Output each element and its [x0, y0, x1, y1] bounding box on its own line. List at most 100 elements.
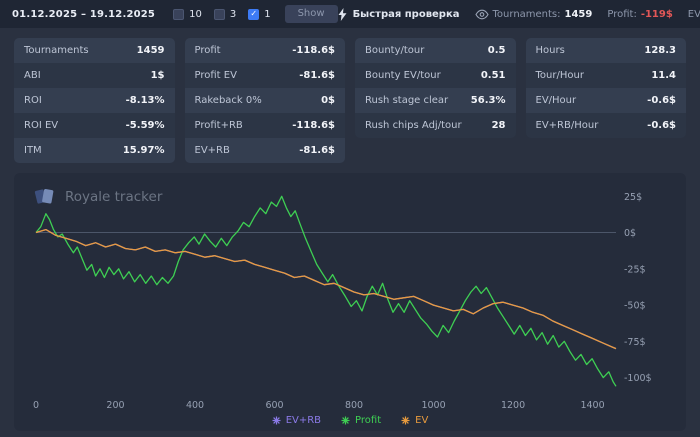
x-tick-label: 400 [186, 400, 204, 411]
y-tick-label: -75$ [624, 337, 646, 348]
stat-row: Profit+RB -118.6$ [185, 113, 346, 138]
tournaments-metric: Tournaments: 1459 [474, 8, 593, 20]
stat-row: ITM 15.97% [14, 138, 175, 163]
series-line-ev [35, 228, 617, 350]
stat-row: Rush stage clear 56.3% [355, 88, 516, 113]
stat-label: Hours [535, 45, 565, 56]
stat-row: EV/Hour -0.6$ [525, 88, 686, 113]
ev-metric: EV: -82$ [688, 9, 700, 20]
stat-row: Tour/Hour 11.4 [526, 63, 687, 88]
stat-row: ABI 1$ [14, 63, 175, 88]
stat-label: Profit [194, 45, 221, 56]
x-tick-label: 1400 [580, 400, 604, 411]
stat-value: 11.4 [651, 70, 676, 81]
watermark-text: Royale tracker [65, 188, 163, 205]
stat-label: Profit EV [194, 70, 237, 81]
stat-label: ABI [24, 70, 41, 81]
profit-value: -119$ [640, 8, 673, 20]
checkbox-label: 3 [229, 8, 237, 20]
stat-row: Rakeback 0% 0$ [184, 88, 345, 113]
stat-card-4: Hours 128.3 Tour/Hour 11.4 EV/Hour -0.6$ EV+RB… [525, 38, 687, 138]
checkbox-unchecked-icon[interactable] [213, 8, 225, 20]
stat-value: 0$ [321, 95, 335, 106]
chart-legend: EV+RB Profit EV [24, 415, 676, 426]
tournaments-value: 1459 [564, 8, 593, 20]
checkbox-label: 10 [189, 8, 202, 20]
watermark: Royale tracker [34, 187, 162, 206]
stat-row: Bounty/tour 0.5 [355, 38, 516, 63]
stat-value: 28 [491, 120, 506, 131]
stat-value: -8.13% [125, 95, 165, 106]
checkbox-label: 1 [264, 8, 271, 20]
quick-check-label: Быстрая проверка [352, 8, 460, 20]
date-range-picker[interactable]: 01.12.2025 – 19.12.2025 [12, 8, 156, 20]
stat-value: 0.51 [480, 70, 506, 81]
stat-value: -118.6$ [292, 45, 335, 56]
filter-checkbox-3[interactable]: 3 [213, 8, 237, 20]
y-tick-label: 0$ [624, 228, 636, 239]
x-tick-label: 600 [265, 400, 283, 411]
royale-logo-icon [34, 189, 54, 204]
stat-value: 15.97% [122, 145, 165, 156]
stat-value: -81.6$ [299, 70, 335, 81]
quick-check[interactable]: Быстрая проверка [338, 7, 460, 21]
stat-value: -81.6$ [299, 145, 335, 156]
stat-card-3: Bounty/tour 0.5 Bounty EV/tour 0.51 Rush sta… [355, 38, 516, 138]
lightning-icon [338, 7, 347, 21]
tournaments-label: Tournaments: [492, 8, 561, 20]
eye-icon[interactable] [474, 9, 489, 20]
stat-label: Bounty/tour [365, 45, 425, 56]
stat-row: EV+RB/Hour -0.6$ [526, 113, 687, 138]
profit-label: Profit: [607, 8, 637, 20]
stat-value: 128.3 [644, 45, 676, 56]
series-line-profit [35, 195, 617, 387]
show-button[interactable]: Show [284, 5, 338, 23]
chart-panel: Royale tracker 25$ 0$ -25$ -50$ -75$ -100$ 0 20… [14, 173, 686, 431]
filter-checkbox-10[interactable]: 10 [173, 8, 202, 20]
stat-row: Hours 128.3 [525, 38, 686, 63]
y-tick-label: 25$ [624, 192, 642, 203]
stat-label: EV+RB/Hour [535, 120, 599, 131]
stat-label: Bounty EV/tour [365, 70, 441, 81]
stat-value: 0.5 [487, 45, 506, 56]
legend-label: EV+RB [285, 415, 322, 426]
stat-row: Profit -118.6$ [184, 38, 345, 63]
stat-row: Tournaments 1459 [14, 38, 175, 63]
legend-label: EV [415, 415, 429, 426]
filter-checkbox-1[interactable]: ✓ 1 [248, 8, 271, 20]
legend-marker-icon [401, 416, 410, 425]
stat-value: 1459 [136, 45, 165, 56]
legend-item-profit[interactable]: Profit [341, 415, 381, 426]
stat-value: -0.6$ [647, 95, 676, 106]
stat-label: Tournaments [24, 45, 89, 56]
profit-chart: 25$ 0$ -25$ -50$ -75$ -100$ 0 200 400 600 800 1000 1… [33, 192, 652, 411]
legend-item-ev[interactable]: EV [401, 415, 428, 426]
x-tick-label: 200 [106, 400, 124, 411]
stat-row: Profit EV -81.6$ [185, 63, 346, 88]
filter-checkboxes: 10 3 ✓ 1 [173, 8, 271, 20]
x-tick-label: 800 [345, 400, 363, 411]
stat-row: EV+RB -81.6$ [184, 138, 345, 163]
stat-label: Rakeback 0% [194, 95, 262, 106]
y-tick-label: -100$ [624, 373, 652, 384]
legend-item-ev-rb[interactable]: EV+RB [272, 415, 321, 426]
stat-label: EV+RB [194, 145, 230, 156]
stat-label: Rush stage clear [365, 95, 449, 106]
stat-value: 56.3% [470, 95, 506, 106]
legend-label: Profit [355, 415, 382, 426]
stat-label: ROI [24, 95, 42, 106]
x-tick-label: 0 [33, 400, 39, 411]
stat-label: ROI EV [24, 120, 59, 131]
checkbox-unchecked-icon[interactable] [173, 8, 185, 20]
checkbox-checked-icon[interactable]: ✓ [248, 8, 260, 20]
topbar-metrics: Tournaments: 1459 Profit: -119$ EV: -82$ [460, 9, 700, 20]
stat-label: Profit+RB [194, 120, 243, 131]
stat-label: Tour/Hour [535, 70, 584, 81]
ev-label: EV: [687, 8, 700, 20]
legend-marker-icon [341, 416, 350, 425]
stat-row: Rush chips Adj/tour 28 [355, 113, 516, 138]
stat-card-1: Tournaments 1459 ABI 1$ ROI -8.13% ROI EV -5.59… [14, 38, 175, 163]
topbar: 01.12.2025 – 19.12.2025 10 3 ✓ 1 Show Быстр… [0, 0, 700, 28]
stat-row: ROI EV -5.59% [14, 113, 175, 138]
stat-label: ITM [24, 145, 42, 156]
